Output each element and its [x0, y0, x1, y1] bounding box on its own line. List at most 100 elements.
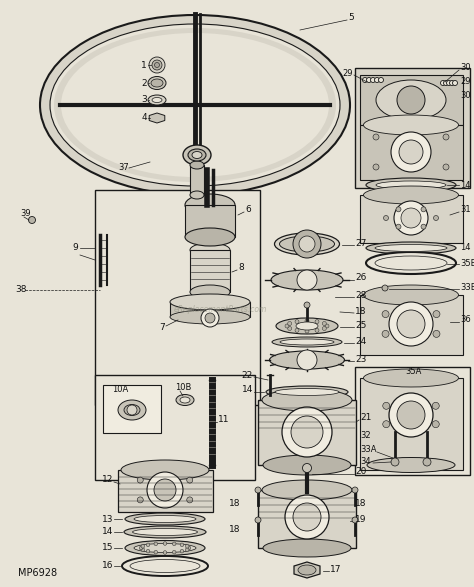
Bar	[185, 205, 235, 237]
Bar	[360, 295, 463, 355]
Bar	[360, 125, 463, 180]
Bar	[118, 470, 213, 512]
Circle shape	[421, 224, 426, 229]
Circle shape	[185, 548, 189, 552]
Ellipse shape	[192, 151, 202, 158]
Text: 13: 13	[101, 514, 113, 524]
Ellipse shape	[190, 191, 204, 199]
Circle shape	[154, 551, 158, 554]
Circle shape	[363, 77, 367, 83]
Text: 14: 14	[460, 244, 471, 252]
Ellipse shape	[270, 351, 345, 369]
Text: 18: 18	[355, 498, 366, 508]
Text: 39: 39	[20, 210, 31, 218]
Circle shape	[391, 458, 399, 466]
Circle shape	[315, 320, 319, 323]
Text: 24: 24	[355, 338, 366, 346]
Text: 34: 34	[360, 457, 371, 467]
Text: 12: 12	[101, 475, 113, 484]
Circle shape	[137, 497, 143, 503]
Bar	[258, 400, 356, 465]
Ellipse shape	[61, 33, 329, 177]
Ellipse shape	[188, 149, 206, 161]
Circle shape	[434, 215, 438, 221]
Circle shape	[295, 320, 299, 323]
Circle shape	[180, 543, 184, 546]
Circle shape	[201, 309, 219, 327]
Text: 4: 4	[141, 113, 147, 123]
Circle shape	[397, 401, 425, 429]
Ellipse shape	[367, 457, 455, 473]
Text: 30: 30	[460, 92, 471, 100]
Ellipse shape	[133, 528, 198, 535]
Circle shape	[383, 402, 390, 409]
Text: 28: 28	[355, 292, 366, 301]
Circle shape	[285, 324, 289, 328]
Text: 29: 29	[460, 77, 471, 86]
Circle shape	[421, 207, 426, 212]
Circle shape	[391, 132, 431, 172]
Circle shape	[185, 545, 189, 548]
Text: 2: 2	[141, 79, 147, 87]
Circle shape	[389, 302, 433, 346]
Ellipse shape	[364, 369, 458, 387]
Circle shape	[154, 542, 158, 546]
Circle shape	[432, 421, 439, 428]
Ellipse shape	[134, 544, 196, 552]
Text: 18: 18	[228, 498, 240, 508]
Ellipse shape	[364, 285, 458, 305]
Ellipse shape	[262, 480, 352, 500]
Text: MP6928: MP6928	[18, 568, 57, 578]
Circle shape	[396, 224, 401, 229]
Circle shape	[443, 164, 449, 170]
Text: 8: 8	[238, 264, 244, 272]
Circle shape	[154, 479, 176, 501]
Circle shape	[187, 497, 193, 503]
Bar	[95, 375, 255, 480]
Ellipse shape	[375, 245, 447, 251]
Text: 25: 25	[355, 322, 366, 330]
Circle shape	[173, 551, 176, 554]
Ellipse shape	[50, 24, 340, 186]
Circle shape	[163, 551, 167, 554]
Ellipse shape	[121, 460, 209, 480]
Circle shape	[366, 77, 372, 83]
Bar	[103, 385, 161, 433]
Circle shape	[141, 545, 145, 548]
Circle shape	[379, 77, 383, 83]
Circle shape	[440, 80, 446, 86]
Ellipse shape	[125, 541, 205, 555]
Ellipse shape	[364, 115, 458, 135]
Bar	[360, 195, 463, 243]
Text: 32: 32	[360, 430, 371, 440]
Circle shape	[449, 80, 455, 86]
Circle shape	[382, 311, 389, 318]
Ellipse shape	[148, 76, 166, 89]
Circle shape	[453, 80, 457, 86]
Ellipse shape	[262, 389, 352, 411]
Circle shape	[444, 80, 448, 86]
Ellipse shape	[375, 256, 447, 270]
Text: 20: 20	[355, 467, 366, 477]
Ellipse shape	[54, 28, 336, 182]
Circle shape	[399, 140, 423, 164]
Circle shape	[315, 328, 319, 332]
Ellipse shape	[122, 556, 208, 576]
Circle shape	[374, 77, 380, 83]
Circle shape	[304, 302, 310, 308]
Circle shape	[28, 217, 36, 224]
Ellipse shape	[124, 526, 206, 538]
Text: 7: 7	[159, 323, 165, 332]
Text: 37: 37	[118, 164, 129, 173]
Circle shape	[352, 487, 358, 493]
Text: 35B: 35B	[460, 258, 474, 268]
Text: 14: 14	[460, 180, 471, 190]
Text: 10A: 10A	[112, 386, 128, 394]
Ellipse shape	[364, 186, 458, 204]
Ellipse shape	[366, 242, 456, 254]
Circle shape	[394, 201, 428, 235]
Bar	[170, 302, 250, 317]
Ellipse shape	[280, 236, 335, 252]
Text: 14: 14	[242, 386, 253, 394]
Text: 31: 31	[460, 205, 471, 214]
